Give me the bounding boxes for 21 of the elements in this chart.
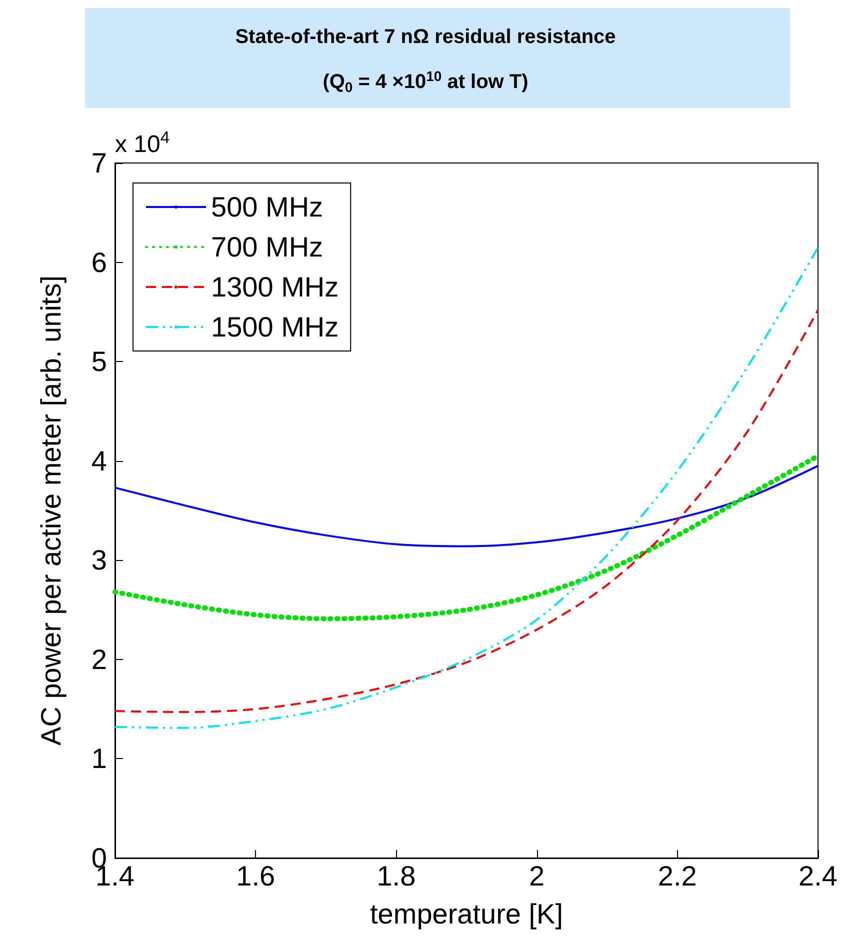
legend-label: 1300 MHz	[211, 272, 339, 302]
legend-label: 500 MHz	[211, 192, 324, 222]
x-tick-label: 1.6	[236, 860, 276, 892]
x-axis-title: temperature [K]	[370, 898, 563, 930]
y-tick-label: 1	[91, 743, 107, 774]
y-tick-label: 7	[91, 148, 107, 178]
line-series	[114, 308, 819, 714]
y-tick-label: 2	[91, 644, 107, 675]
y-axis-title: AC power per active meter [arb. units]	[36, 276, 66, 746]
x-tick-label: 2.2	[658, 860, 697, 892]
x-tick-label: 1.8	[376, 860, 416, 892]
legend-label: 700 MHz	[211, 232, 324, 262]
chart-title: State-of-the-art 7 nΩ residual resistance	[235, 26, 616, 48]
y-tick-label: 6	[91, 246, 107, 278]
x-tick-label: 2	[529, 860, 545, 892]
legend-label: 1500 MHz	[211, 312, 339, 342]
line-series	[114, 464, 819, 548]
x-tick-label: 2.4	[798, 860, 838, 892]
y-tick-label: 3	[91, 544, 107, 576]
y-tick-label: 5	[91, 346, 107, 378]
y-tick-label: 4	[91, 445, 107, 476]
